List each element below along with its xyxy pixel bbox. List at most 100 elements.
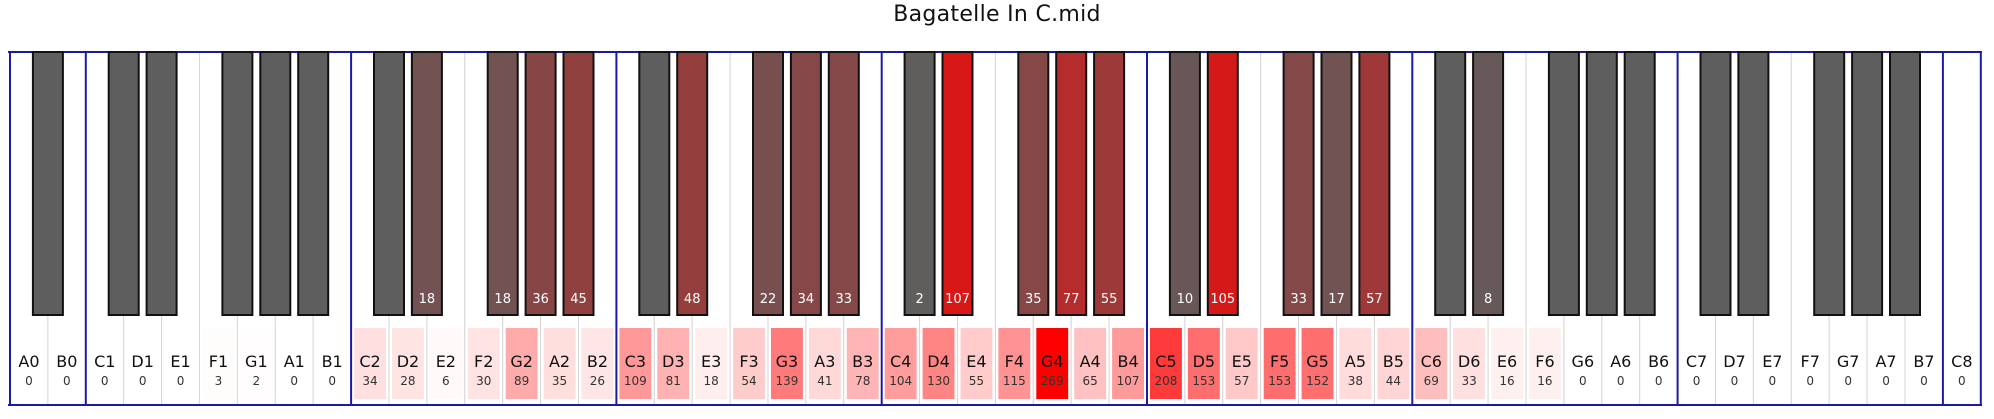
black-key-count: 17	[1328, 292, 1345, 307]
black-key-count: 55	[1101, 292, 1118, 307]
white-key-count: 0	[139, 374, 147, 388]
black-key-count: 57	[1366, 292, 1383, 307]
white-key-count: 153	[1192, 374, 1215, 388]
black-key-body	[31, 51, 64, 316]
black-key-count: 107	[945, 292, 970, 307]
white-key-label: D4	[927, 352, 950, 371]
black-key-cs1	[107, 51, 140, 316]
white-key-label: A6	[1610, 352, 1631, 371]
white-key-label: C1	[94, 352, 115, 371]
black-key-ds5: 105	[1206, 51, 1239, 316]
white-key-label: F4	[1005, 352, 1024, 371]
white-key-label: B5	[1383, 352, 1404, 371]
white-key-heat-c2	[354, 328, 386, 399]
black-key-ds2: 18	[410, 51, 443, 316]
black-key-body	[827, 51, 860, 316]
black-keys: 18 18 36 45 48 22 34 33 2 107 35 77 55 10 105 33 17 57 8	[31, 51, 1921, 316]
white-key-label: A1	[284, 352, 305, 371]
black-key-body	[1358, 51, 1391, 316]
white-key-count: 0	[101, 374, 109, 388]
white-key-heat-c6	[1415, 328, 1448, 399]
white-key-count: 89	[514, 374, 529, 388]
black-key-body	[410, 51, 443, 316]
black-key-body	[789, 51, 822, 316]
white-key-label: F1	[209, 352, 228, 371]
black-key-ds1	[145, 51, 178, 316]
white-key-heat-f3	[733, 328, 765, 399]
black-key-body	[107, 51, 140, 316]
black-key-body	[1206, 51, 1239, 316]
white-key-count: 0	[177, 374, 185, 388]
white-key-label: C4	[890, 352, 911, 371]
black-key-gs6	[1585, 51, 1618, 316]
white-key-count: 104	[889, 374, 912, 388]
white-key-count: 54	[741, 374, 756, 388]
white-key-count: 0	[1958, 374, 1966, 388]
black-key-body	[562, 51, 595, 316]
white-key-label: D5	[1193, 352, 1216, 371]
black-key-count: 33	[836, 292, 853, 307]
black-key-body	[145, 51, 178, 316]
white-key-count: 16	[1537, 374, 1552, 388]
black-key-body	[1282, 51, 1315, 316]
black-key-fs2: 18	[486, 51, 519, 316]
white-key-heat-f1	[202, 328, 235, 399]
white-key-count: 69	[1424, 374, 1439, 388]
white-key-count: 18	[704, 374, 719, 388]
white-key-heat-d4	[922, 328, 955, 399]
white-key-label: A2	[549, 352, 570, 371]
white-key-count: 38	[1348, 374, 1363, 388]
white-key-heat-g3	[771, 328, 803, 399]
white-key-label: F2	[474, 352, 493, 371]
black-key-cs7	[1699, 51, 1732, 316]
black-key-count: 77	[1063, 292, 1080, 307]
white-key-count: 0	[328, 374, 336, 388]
white-key-label: G6	[1572, 352, 1595, 371]
white-key-label: G1	[245, 352, 268, 371]
white-key-heat-a2	[543, 328, 576, 399]
black-key-body	[1017, 51, 1050, 316]
white-key-heat-g5	[1301, 328, 1334, 399]
white-key-label: E5	[1232, 352, 1252, 371]
white-key-count: 109	[624, 374, 647, 388]
white-key-label: A0	[18, 352, 39, 371]
white-key-count: 115	[1003, 374, 1026, 388]
white-key-label: A3	[814, 352, 835, 371]
white-key-count: 0	[1882, 374, 1890, 388]
white-key-count: 16	[1499, 374, 1514, 388]
black-key-count: 48	[684, 292, 701, 307]
white-key-label: B0	[56, 352, 77, 371]
white-key-heat-d2	[392, 328, 424, 399]
white-key-heat-g4	[1036, 328, 1069, 399]
black-key-ds6: 8	[1472, 51, 1505, 316]
black-key-body	[297, 51, 330, 316]
black-key-cs5: 10	[1168, 51, 1201, 316]
black-key-gs3: 34	[789, 51, 822, 316]
white-key-heat-a5	[1339, 328, 1372, 399]
white-key-label: C5	[1155, 352, 1176, 371]
black-key-count: 36	[532, 292, 549, 307]
white-key-label: D6	[1458, 352, 1481, 371]
black-key-gs2: 36	[524, 51, 557, 316]
white-key-heat-f5	[1263, 328, 1296, 399]
white-key-label: A7	[1875, 352, 1896, 371]
black-key-count: 10	[1177, 292, 1194, 307]
black-key-body	[638, 51, 671, 316]
white-key-heat-g1	[240, 328, 273, 399]
white-key-count: 0	[1731, 374, 1739, 388]
white-key-count: 55	[969, 374, 984, 388]
black-key-body	[1737, 51, 1770, 316]
white-key-count: 0	[1844, 374, 1852, 388]
white-key-label: D1	[131, 352, 154, 371]
white-key-heat-f4	[998, 328, 1031, 399]
white-key-label: F3	[739, 352, 758, 371]
black-key-body	[1055, 51, 1088, 316]
white-key-heat-e4	[960, 328, 993, 399]
black-key-body	[1585, 51, 1618, 316]
black-key-body	[259, 51, 292, 316]
white-key-heat-b2	[581, 328, 614, 399]
black-key-body	[903, 51, 936, 316]
white-key-label: E2	[436, 352, 456, 371]
white-key-count: 0	[1806, 374, 1814, 388]
